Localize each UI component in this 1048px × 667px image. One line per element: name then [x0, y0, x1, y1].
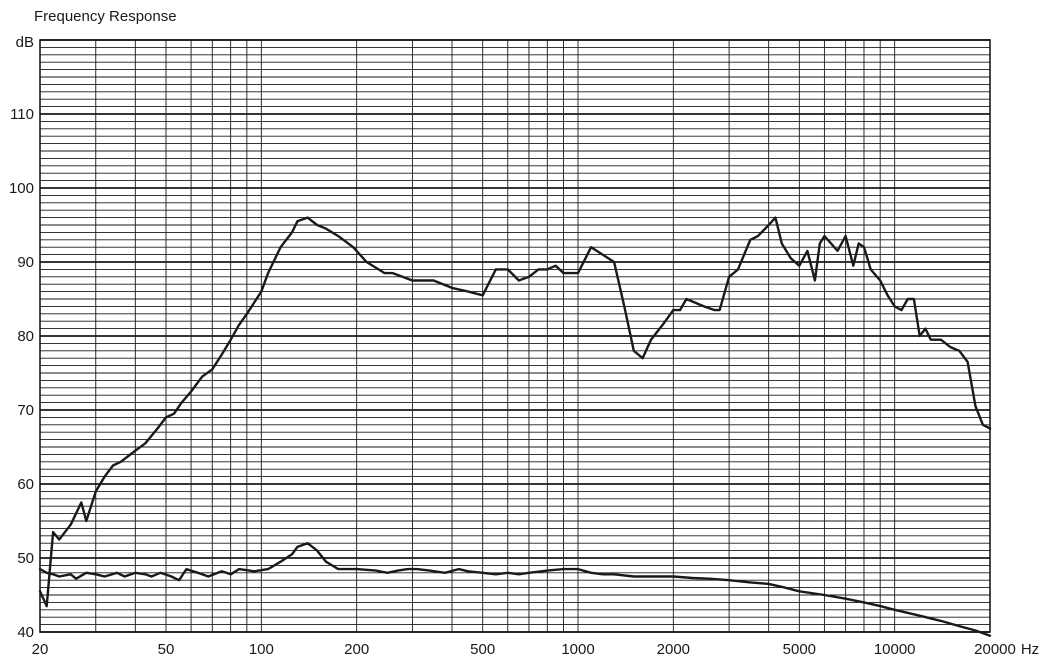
x-tick-label: 10000 — [874, 641, 916, 658]
series-line-1 — [38, 216, 992, 608]
x-tick-label: 20000 — [974, 641, 1016, 658]
y-tick-label: 40 — [17, 624, 34, 641]
y-tick-labels: 40 50 60 70 80 90 100 110 — [9, 106, 34, 641]
y-tick-label: 90 — [17, 254, 34, 271]
series-layer — [38, 216, 992, 637]
y-tick-label: 110 — [10, 106, 34, 123]
y-tick-label: 80 — [17, 328, 34, 345]
x-tick-label: 20 — [32, 641, 49, 658]
y-tick-label: 60 — [17, 476, 34, 493]
x-tick-labels: 20 50 100 200 500 1000 2000 5000 10000 20000 — [32, 641, 1016, 658]
x-tick-label: 100 — [249, 641, 274, 658]
x-tick-label: 200 — [344, 641, 369, 658]
y-axis-label: dB — [16, 34, 34, 51]
plot-frame — [39, 39, 991, 633]
y-tick-label: 100 — [9, 180, 34, 197]
y-tick-label: 50 — [17, 550, 34, 567]
chart-title: Frequency Response — [34, 8, 177, 25]
x-tick-label: 500 — [470, 641, 495, 658]
series-line-2 — [38, 542, 992, 637]
x-tick-label: 2000 — [657, 641, 690, 658]
x-axis-unit-label: Hz — [1021, 641, 1039, 658]
x-tick-label: 50 — [158, 641, 175, 658]
x-tick-label: 1000 — [561, 641, 594, 658]
x-tick-label: 5000 — [783, 641, 816, 658]
y-tick-label: 70 — [17, 402, 34, 419]
